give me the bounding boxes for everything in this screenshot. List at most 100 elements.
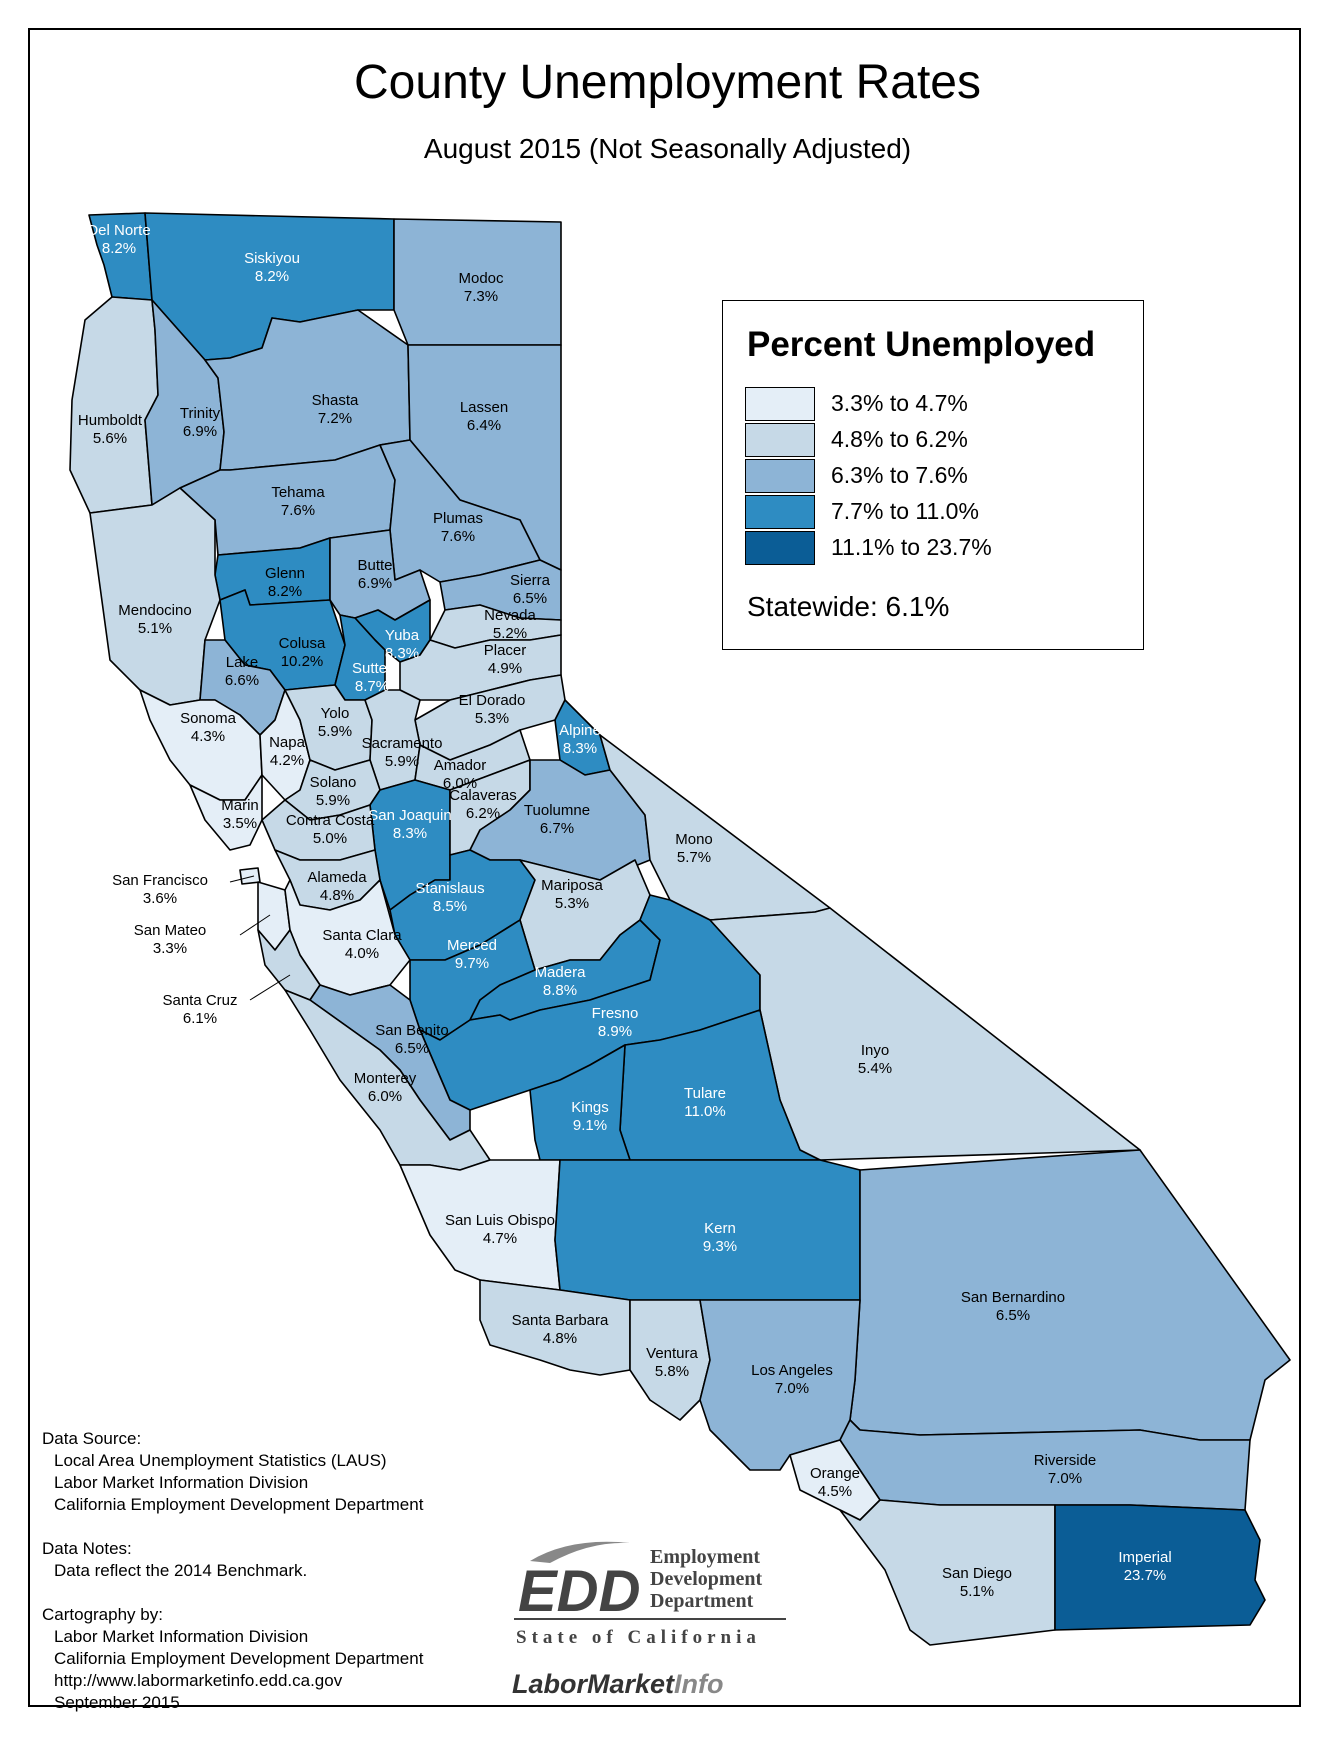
county-name-del-norte: Del Norte — [87, 222, 150, 239]
county-name-contra-costa: Contra Costa — [286, 812, 375, 829]
edd-logo-line2: Development — [650, 1568, 763, 1590]
statewide-rate: Statewide: 6.1% — [747, 591, 950, 622]
county-rate-sutter: 8.7% — [355, 678, 389, 695]
county-name-tulare: Tulare — [684, 1085, 726, 1102]
county-name-monterey: Monterey — [354, 1070, 417, 1087]
county-rate-shasta: 7.2% — [318, 410, 352, 427]
lmi-logo-part1: LaborMarket — [512, 1669, 675, 1699]
map-subtitle: August 2015 (Not Seasonally Adjusted) — [423, 133, 912, 164]
county-humboldt — [69, 296, 159, 514]
county-name-alpine: Alpine — [559, 722, 601, 739]
county-rate-san-luis-obispo: 4.7% — [483, 1230, 517, 1247]
legend: Percent Unemployed 3.3% to 4.7% 4.8% to … — [722, 300, 1144, 650]
county-san-francisco — [239, 867, 261, 885]
county-rate-riverside: 7.0% — [1048, 1470, 1082, 1487]
county-mendocino — [89, 487, 221, 706]
county-rate-yuba: 8.3% — [385, 645, 419, 662]
county-rate-el-dorado: 5.3% — [475, 710, 509, 727]
legend-title: Percent Unemployed — [747, 325, 1096, 364]
county-kings — [529, 1044, 631, 1161]
county-name-glenn: Glenn — [265, 565, 305, 582]
lmi-logo-part2: Info — [674, 1669, 723, 1699]
cartography-line: September 2015 — [54, 1693, 180, 1712]
county-name-el-dorado: El Dorado — [459, 692, 526, 709]
county-rate-fresno: 8.9% — [598, 1023, 632, 1040]
edd-logo-swoosh — [530, 1541, 630, 1563]
county-name-orange: Orange — [810, 1465, 860, 1482]
county-rate-placer: 4.9% — [488, 660, 522, 677]
county-rate-plumas: 7.6% — [441, 528, 475, 545]
edd-logo-state: State of California — [516, 1627, 761, 1648]
county-rate-san-francisco: 3.6% — [143, 890, 177, 907]
county-rate-san-mateo: 3.3% — [153, 940, 187, 957]
county-rate-lake: 6.6% — [225, 672, 259, 689]
county-name-modoc: Modoc — [458, 270, 504, 287]
county-name-imperial: Imperial — [1118, 1549, 1171, 1566]
county-rate-butte: 6.9% — [358, 575, 392, 592]
county-rate-glenn: 8.2% — [268, 583, 302, 600]
county-name-santa-clara: Santa Clara — [322, 927, 402, 944]
county-name-stanislaus: Stanislaus — [415, 880, 484, 897]
county-rate-mono: 5.7% — [677, 849, 711, 866]
county-name-yolo: Yolo — [321, 705, 350, 722]
county-rate-stanislaus: 8.5% — [433, 898, 467, 915]
county-name-solano: Solano — [310, 774, 357, 791]
county-rate-sacramento: 5.9% — [385, 753, 419, 770]
county-rate-calaveras: 6.2% — [466, 805, 500, 822]
legend-label-1: 3.3% to 4.7% — [831, 390, 968, 416]
edd-logo-line1: Employment — [650, 1546, 760, 1568]
county-name-sonoma: Sonoma — [180, 710, 237, 727]
county-rate-mendocino: 5.1% — [138, 620, 172, 637]
county-name-san-joaquin: San Joaquin — [368, 807, 451, 824]
county-name-san-diego: San Diego — [942, 1565, 1012, 1582]
county-rate-marin: 3.5% — [223, 815, 257, 832]
county-rate-alpine: 8.3% — [563, 740, 597, 757]
county-santa-barbara — [479, 1279, 631, 1376]
data-notes-heading: Data Notes: — [42, 1539, 132, 1558]
county-name-san-bernardino: San Bernardino — [961, 1289, 1065, 1306]
county-rate-santa-barbara: 4.8% — [543, 1330, 577, 1347]
county-name-humboldt: Humboldt — [78, 412, 143, 429]
county-name-calaveras: Calaveras — [449, 787, 517, 804]
county-name-butte: Butte — [357, 557, 392, 574]
county-name-plumas: Plumas — [433, 510, 483, 527]
county-name-marin: Marin — [221, 797, 259, 814]
county-rate-nevada: 5.2% — [493, 625, 527, 642]
county-rate-orange: 4.5% — [818, 1483, 852, 1500]
county-name-lassen: Lassen — [460, 399, 508, 416]
county-name-kern: Kern — [704, 1220, 736, 1237]
county-rate-san-bernardino: 6.5% — [996, 1307, 1030, 1324]
data-source-block: Data Source: Local Area Unemployment Sta… — [42, 1428, 423, 1516]
county-name-merced: Merced — [447, 937, 497, 954]
county-name-madera: Madera — [535, 964, 587, 981]
county-rate-sonoma: 4.3% — [191, 728, 225, 745]
county-rate-merced: 9.7% — [455, 955, 489, 972]
leader-line-san-francisco — [229, 875, 255, 883]
map-frame — [28, 28, 1301, 1707]
county-name-napa: Napa — [269, 734, 306, 751]
legend-swatch-3 — [745, 459, 815, 493]
county-name-santa-barbara: Santa Barbara — [512, 1312, 609, 1329]
cartography-line: http://www.labormarketinfo.edd.ca.gov — [54, 1671, 343, 1690]
edd-logo-line3: Department — [650, 1590, 754, 1612]
county-rate-monterey: 6.0% — [368, 1088, 402, 1105]
county-rate-san-benito: 6.5% — [395, 1040, 429, 1057]
county-rate-santa-clara: 4.0% — [345, 945, 379, 962]
county-rate-tuolumne: 6.7% — [540, 820, 574, 837]
county-rate-trinity: 6.9% — [183, 423, 217, 440]
county-name-santa-cruz: Santa Cruz — [162, 992, 237, 1009]
county-name-san-benito: San Benito — [375, 1022, 448, 1039]
county-name-placer: Placer — [484, 642, 527, 659]
county-rate-san-joaquin: 8.3% — [393, 825, 427, 842]
county-name-yuba: Yuba — [385, 627, 420, 644]
legend-label-3: 6.3% to 7.6% — [831, 462, 968, 488]
county-rate-alameda: 4.8% — [320, 887, 354, 904]
county-name-san-luis-obispo: San Luis Obispo — [445, 1212, 555, 1229]
county-name-alameda: Alameda — [307, 869, 367, 886]
county-polygons — [69, 212, 1291, 1646]
legend-label-4: 7.7% to 11.0% — [831, 498, 979, 524]
data-source-line: Labor Market Information Division — [54, 1473, 309, 1492]
county-rate-santa-cruz: 6.1% — [183, 1010, 217, 1027]
county-rate-contra-costa: 5.0% — [313, 830, 347, 847]
